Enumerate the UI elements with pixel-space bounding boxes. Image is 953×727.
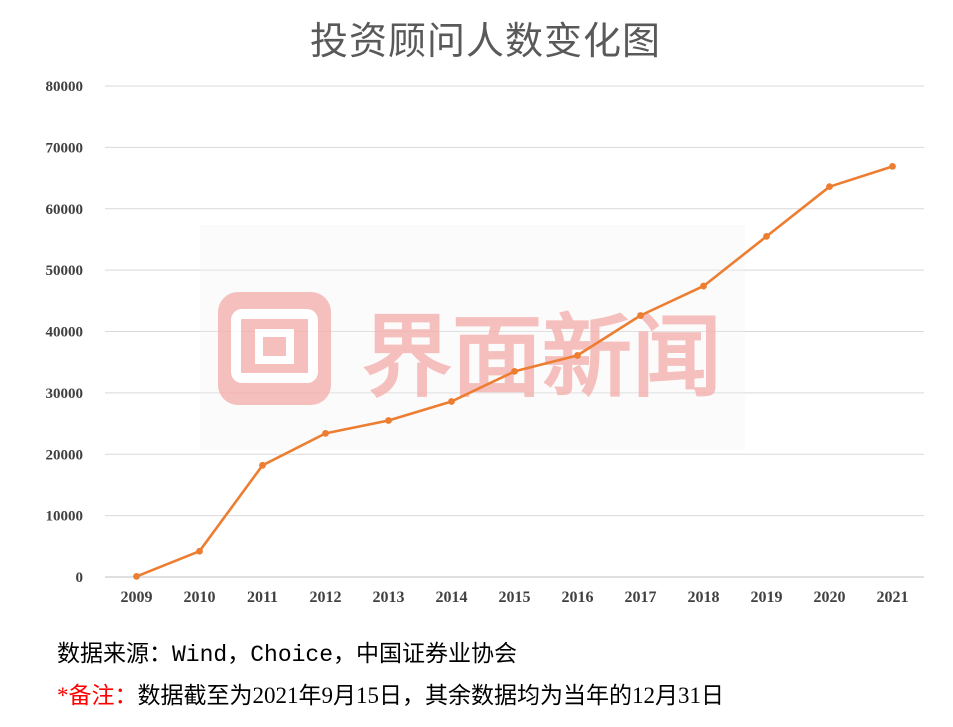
data-point	[763, 232, 770, 240]
x-tick-label: 2013	[373, 589, 405, 606]
y-tick-label: 30000	[46, 386, 84, 402]
data-point	[322, 429, 329, 437]
y-tick-label: 60000	[46, 202, 84, 218]
x-tick-label: 2021	[877, 589, 909, 606]
series	[133, 163, 896, 580]
y-tick-label: 0	[76, 570, 84, 586]
watermark-logo-inner-icon	[255, 329, 294, 364]
y-tick-label: 40000	[46, 325, 84, 341]
data-point	[637, 312, 644, 319]
note-text: 数据截至为2021年9月15日，其余数据均为当年的12月31日	[137, 683, 725, 708]
data-point	[889, 163, 896, 170]
watermark-logo-frame-icon	[231, 309, 318, 383]
x-tick-label: 2019	[751, 589, 783, 606]
x-tick-label: 2018	[688, 589, 720, 606]
data-point	[259, 461, 266, 469]
x-tick-label: 2020	[814, 589, 846, 606]
footer-source: 数据来源：Wind，Choice，中国证券业协会	[57, 642, 518, 668]
data-point	[574, 352, 581, 359]
data-point	[448, 398, 455, 405]
data-point	[196, 547, 203, 555]
watermark: 界面新闻	[200, 225, 745, 450]
data-point	[700, 282, 707, 290]
x-tick-label: 2014	[436, 589, 468, 606]
x-tick-label: 2012	[310, 589, 342, 606]
footer-note: *备注：数据截至为2021年9月15日，其余数据均为当年的12月31日	[57, 681, 724, 711]
y-tick-label: 70000	[46, 140, 84, 156]
data-point	[826, 183, 833, 191]
chart-title: 投资顾问人数变化图	[309, 21, 661, 63]
tick-labels: 0 10000 20000 30000 40000 50000 60000 70000 8000…	[46, 79, 909, 606]
data-point	[511, 367, 518, 375]
y-tick-label: 20000	[46, 447, 84, 463]
x-tick-label: 2009	[121, 589, 153, 606]
x-tick-label: 2015	[499, 589, 531, 606]
data-point	[385, 417, 392, 424]
y-tick-label: 50000	[46, 263, 84, 279]
y-tick-label: 80000	[46, 79, 84, 95]
watermark-text: 界面新闻	[362, 308, 722, 408]
data-point	[133, 572, 140, 580]
note-label: *备注：	[57, 683, 138, 708]
y-tick-label: 10000	[46, 509, 84, 525]
x-tick-label: 2017	[625, 589, 657, 606]
x-tick-label: 2016	[562, 589, 594, 606]
x-tick-label: 2011	[247, 589, 278, 606]
x-tick-label: 2010	[184, 589, 216, 606]
